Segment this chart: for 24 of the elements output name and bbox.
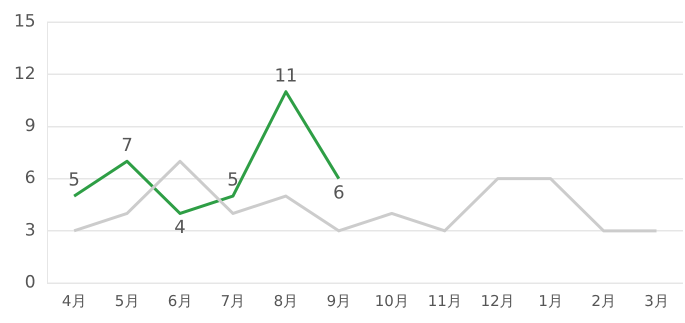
data-label: 4	[174, 217, 186, 238]
data-label: 5	[227, 170, 239, 191]
x-tick-label: 5月	[114, 292, 140, 310]
x-tick-label: 6月	[168, 292, 192, 310]
y-tick-label: 15	[14, 12, 36, 32]
x-tick-label: 12月	[480, 292, 515, 310]
x-tick-label: 8月	[274, 292, 298, 310]
x-tick-label: 2月	[591, 292, 616, 310]
data-label: 5	[68, 170, 80, 191]
data-label: 7	[121, 134, 133, 156]
x-tick-label: 10月	[374, 292, 409, 310]
x-tick-label: 1月	[538, 292, 563, 310]
x-tick-label: 7月	[220, 292, 246, 310]
y-tick-label: 12	[14, 64, 36, 84]
x-tick-label: 4月	[62, 292, 86, 310]
x-tick-label: 3月	[644, 292, 669, 310]
x-tick-label: 11月	[428, 292, 462, 310]
y-tick-label: 6	[24, 168, 36, 188]
y-tick-label: 3	[24, 220, 36, 240]
data-label: 11	[274, 65, 298, 86]
data-label: 6	[333, 182, 345, 204]
y-tick-label: 0	[24, 272, 36, 292]
x-tick-label: 9月	[326, 292, 352, 310]
y-tick-label: 9	[24, 116, 36, 136]
